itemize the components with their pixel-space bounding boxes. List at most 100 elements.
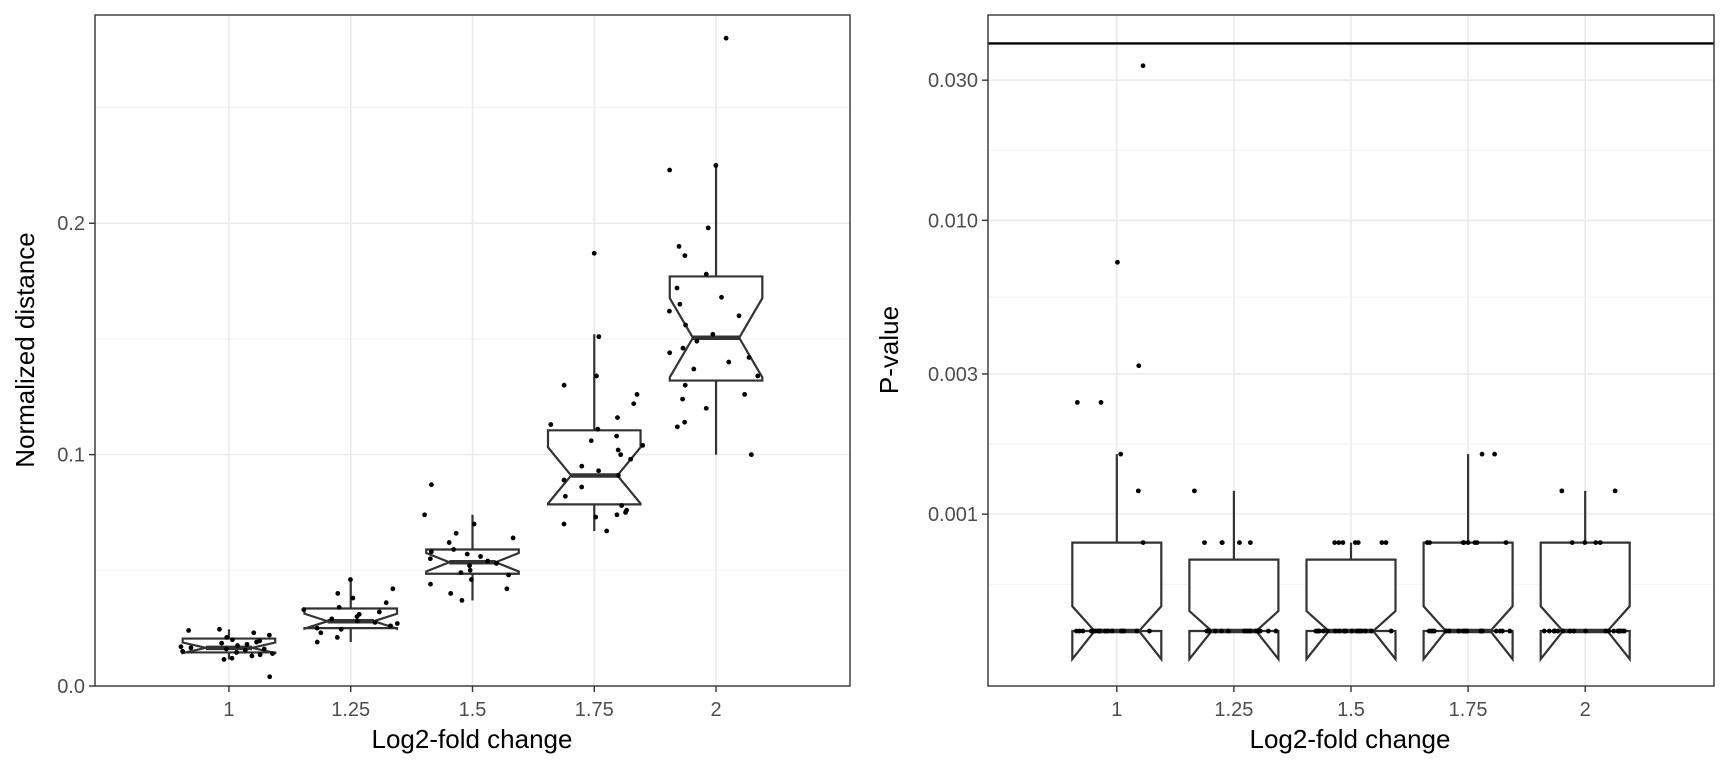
left-data-point	[624, 507, 630, 513]
left-box-1.75	[546, 334, 642, 531]
left-box-2	[668, 163, 764, 455]
left-data-point	[595, 426, 601, 432]
right-box-body	[1305, 558, 1397, 663]
right-data-point	[1080, 628, 1086, 634]
left-data-point	[682, 419, 688, 425]
left-data-point	[429, 482, 434, 488]
right-data-point	[1460, 540, 1466, 545]
right-data-point	[1314, 628, 1319, 634]
left-data-point	[615, 473, 621, 478]
left-data-point	[506, 572, 511, 578]
left-data-point	[471, 521, 477, 527]
left-box-body	[546, 429, 642, 506]
left-data-point	[631, 401, 637, 407]
left-y-tick-label: 0.2	[57, 213, 85, 235]
left-data-point	[390, 586, 396, 592]
right-data-point	[1273, 628, 1279, 634]
left-data-point	[691, 366, 697, 372]
p-value-panel: 0.001 0.003 0.010 0.030 1 1.25 1.5 1.75 2	[928, 14, 1715, 721]
right-data-point	[1443, 628, 1449, 634]
left-data-point	[230, 637, 235, 643]
left-data-point	[593, 514, 599, 520]
left-x-axis-title: Log2-fold change	[372, 724, 573, 754]
right-data-point	[1547, 628, 1552, 634]
right-data-point	[1118, 451, 1124, 457]
left-data-point	[355, 618, 360, 624]
left-data-point	[301, 607, 307, 613]
left-data-point	[504, 586, 510, 592]
left-data-point	[736, 313, 742, 319]
left-data-point	[561, 521, 567, 527]
left-data-point	[628, 456, 634, 462]
right-data-point	[1109, 628, 1115, 634]
right-data-point	[1247, 540, 1253, 545]
left-data-point	[372, 619, 378, 625]
left-data-point	[336, 604, 342, 610]
right-data-point	[1256, 628, 1261, 634]
left-data-point	[719, 294, 724, 300]
left-data-point	[467, 563, 472, 569]
right-data-point	[1135, 488, 1141, 494]
left-data-point	[464, 551, 470, 557]
left-data-point	[634, 392, 640, 397]
right-data-point	[1583, 628, 1588, 634]
left-data-point	[478, 554, 483, 559]
right-data-point	[1593, 540, 1599, 545]
left-x-tick-label: 1	[223, 699, 234, 721]
right-data-point	[1507, 628, 1513, 634]
left-data-point	[494, 560, 499, 566]
left-data-point	[318, 630, 324, 636]
right-data-point	[1427, 540, 1433, 545]
left-data-point	[249, 653, 255, 659]
left-data-point	[510, 535, 516, 541]
right-y-tick-label: 0.003	[928, 364, 978, 386]
right-data-point	[1383, 540, 1389, 545]
right-x-tick-label: 1.25	[1214, 699, 1253, 721]
right-data-point	[1102, 628, 1108, 634]
right-panel-border	[987, 14, 1715, 687]
right-data-point	[1332, 628, 1338, 634]
right-x-tick-label: 1	[1111, 699, 1122, 721]
left-data-point	[223, 646, 229, 652]
left-panel-border	[94, 14, 851, 687]
left-x-tick-label: 2	[710, 699, 721, 721]
left-data-point	[723, 35, 729, 41]
left-data-point	[742, 392, 748, 397]
right-data-point	[1219, 540, 1225, 545]
left-y-tick-label: 0.0	[57, 676, 85, 698]
left-data-point	[422, 512, 427, 518]
left-data-point	[261, 646, 267, 652]
left-data-point	[267, 674, 273, 680]
right-data-point	[1571, 628, 1577, 634]
left-box-body	[303, 607, 399, 631]
right-data-point	[1560, 628, 1566, 634]
right-data-point	[1369, 628, 1374, 634]
right-data-point	[1202, 540, 1207, 545]
right-x-tick-label: 2	[1580, 699, 1591, 721]
right-data-point	[1479, 451, 1485, 457]
right-data-point	[1343, 628, 1349, 634]
left-data-point	[468, 577, 474, 582]
left-x-tick-label: 1.75	[575, 699, 614, 721]
left-data-point	[713, 163, 719, 168]
right-data-point	[1265, 628, 1271, 634]
right-y-axis-title: P-value	[874, 306, 904, 394]
right-y-tick-label: 0.030	[928, 70, 978, 92]
left-data-point	[242, 647, 248, 653]
right-data-point	[1363, 628, 1368, 634]
left-data-point	[674, 424, 680, 430]
left-data-point	[314, 625, 320, 631]
left-data-point	[251, 630, 257, 636]
left-data-point	[748, 452, 754, 458]
left-data-point	[604, 528, 610, 534]
left-data-point	[244, 641, 250, 647]
right-data-point	[1340, 540, 1346, 545]
left-data-point	[257, 652, 263, 658]
left-y-tick-label: 0.1	[57, 445, 85, 467]
right-data-point	[1321, 628, 1326, 634]
right-data-point	[1379, 540, 1385, 545]
right-data-point	[1582, 540, 1588, 545]
left-data-point	[594, 373, 599, 379]
